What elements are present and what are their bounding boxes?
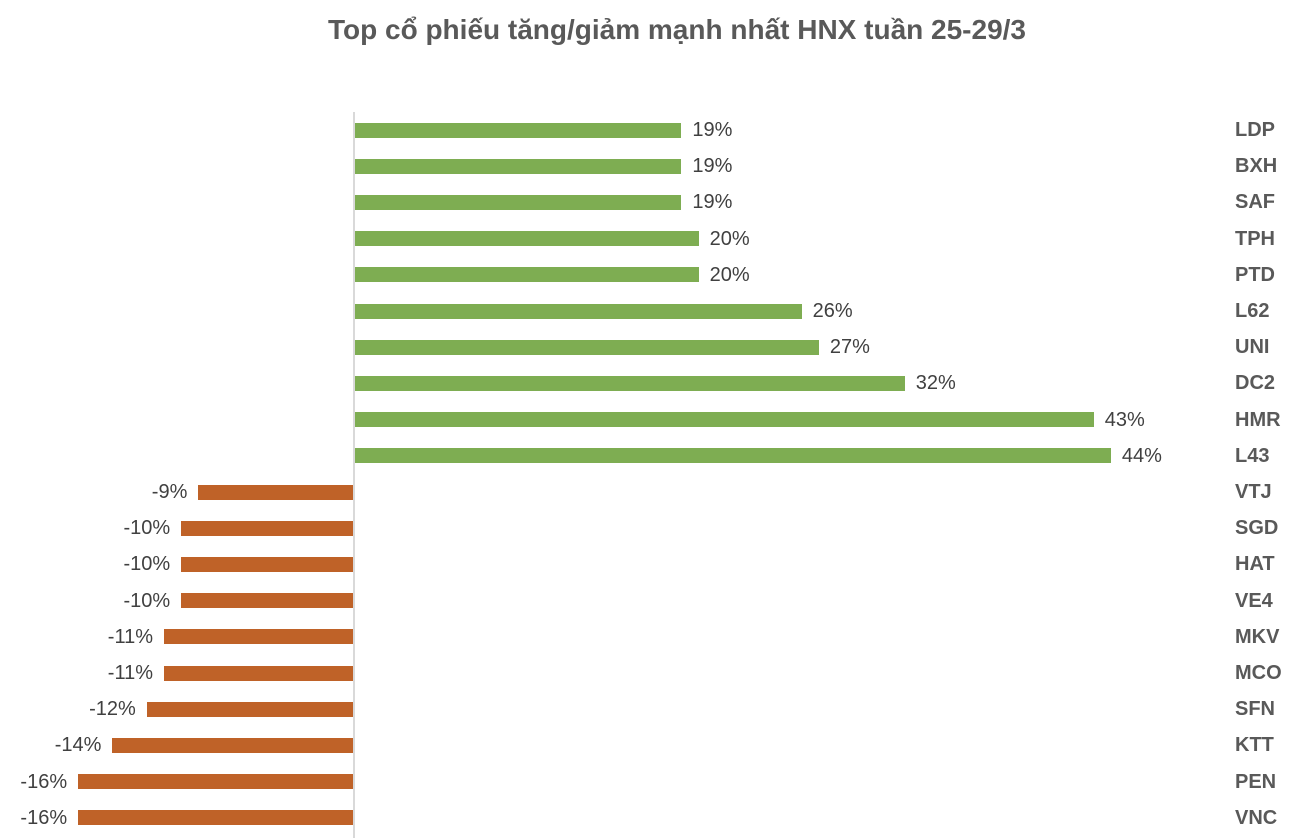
value-label: -16% xyxy=(20,770,68,793)
category-label: VE4 xyxy=(1235,589,1273,612)
bar-positive xyxy=(355,339,819,355)
bar-row: 44% L43 xyxy=(0,438,1308,474)
bar-row: 27% UNI xyxy=(0,329,1308,365)
bar-negative xyxy=(164,665,353,681)
value-label: -14% xyxy=(54,734,102,757)
bar-positive xyxy=(355,303,802,319)
bar-positive xyxy=(355,158,682,174)
value-label: 19% xyxy=(692,119,733,142)
bar-row: 26% L62 xyxy=(0,293,1308,329)
category-label: BXH xyxy=(1235,155,1278,178)
category-label: VNC xyxy=(1235,806,1278,829)
bar-row: -11% MCO xyxy=(0,655,1308,691)
bar-row: 19% SAF xyxy=(0,184,1308,220)
bar-row: -10% VE4 xyxy=(0,583,1308,619)
bar-row: -11% MKV xyxy=(0,619,1308,655)
bar-negative xyxy=(181,520,353,536)
value-label: -10% xyxy=(123,517,171,540)
bar-positive xyxy=(355,122,682,138)
value-label: 19% xyxy=(692,155,733,178)
bar-negative xyxy=(146,701,353,717)
value-label: -12% xyxy=(89,698,136,721)
value-label: 27% xyxy=(829,336,870,359)
bar-row: 20% TPH xyxy=(0,221,1308,257)
value-label: -11% xyxy=(107,662,154,685)
bar-positive xyxy=(355,267,699,283)
value-label: 19% xyxy=(692,191,733,214)
category-label: HAT xyxy=(1235,553,1275,576)
category-label: KTT xyxy=(1235,734,1274,757)
category-label: MKV xyxy=(1235,625,1280,648)
value-label: 44% xyxy=(1121,444,1162,467)
bar-negative xyxy=(164,629,353,645)
category-label: MCO xyxy=(1235,662,1282,685)
bar-negative xyxy=(181,593,353,609)
bar-negative xyxy=(181,556,353,572)
category-label: HMR xyxy=(1235,408,1281,431)
category-label: L62 xyxy=(1235,300,1270,323)
value-label: 20% xyxy=(709,227,750,250)
bar-row: -10% HAT xyxy=(0,546,1308,582)
bar-row: -16% PEN xyxy=(0,764,1308,800)
bar-row: -9% VTJ xyxy=(0,474,1308,510)
bar-positive xyxy=(355,375,905,391)
value-label: -10% xyxy=(123,553,171,576)
category-label: VTJ xyxy=(1235,481,1272,504)
bar-positive xyxy=(355,412,1094,428)
category-label: DC2 xyxy=(1235,372,1276,395)
bar-positive xyxy=(355,194,682,210)
bar-row: 43% HMR xyxy=(0,402,1308,438)
value-label: 26% xyxy=(812,300,853,323)
bar-positive xyxy=(355,448,1111,464)
category-label: SGD xyxy=(1235,517,1279,540)
category-label: LDP xyxy=(1235,119,1275,142)
chart-title: Top cổ phiếu tăng/giảm mạnh nhất HNX tuầ… xyxy=(327,14,1026,45)
bar-row: -12% SFN xyxy=(0,691,1308,727)
category-label: PEN xyxy=(1235,770,1277,793)
category-label: TPH xyxy=(1235,227,1275,250)
value-label: -9% xyxy=(151,481,188,504)
category-label: SAF xyxy=(1235,191,1275,214)
axis-baseline xyxy=(353,112,355,838)
value-label: -11% xyxy=(107,625,154,648)
bar-negative xyxy=(78,774,353,790)
bar-positive xyxy=(355,231,699,247)
value-label: 43% xyxy=(1104,408,1145,431)
category-label: L43 xyxy=(1235,444,1270,467)
bar-row: 19% LDP xyxy=(0,112,1308,148)
bar-negative xyxy=(198,484,353,500)
category-label: UNI xyxy=(1235,336,1270,359)
bar-row: -16% VNC xyxy=(0,800,1308,836)
plot-area: 19% LDP 19% BXH 19% SAF 20% TPH 20% PTD 26% L62 27% U… xyxy=(0,112,1308,838)
bar-row: 19% BXH xyxy=(0,148,1308,184)
value-label: 20% xyxy=(709,263,750,286)
value-label: -16% xyxy=(20,806,68,829)
value-label: 32% xyxy=(915,372,956,395)
bar-row: 20% PTD xyxy=(0,257,1308,293)
category-label: PTD xyxy=(1235,263,1275,286)
bar-negative xyxy=(78,810,353,826)
bar-row: -10% SGD xyxy=(0,510,1308,546)
bar-row: -14% KTT xyxy=(0,727,1308,763)
bar-negative xyxy=(112,737,353,753)
bar-row: 32% DC2 xyxy=(0,365,1308,401)
category-label: SFN xyxy=(1235,698,1275,721)
value-label: -10% xyxy=(123,589,171,612)
